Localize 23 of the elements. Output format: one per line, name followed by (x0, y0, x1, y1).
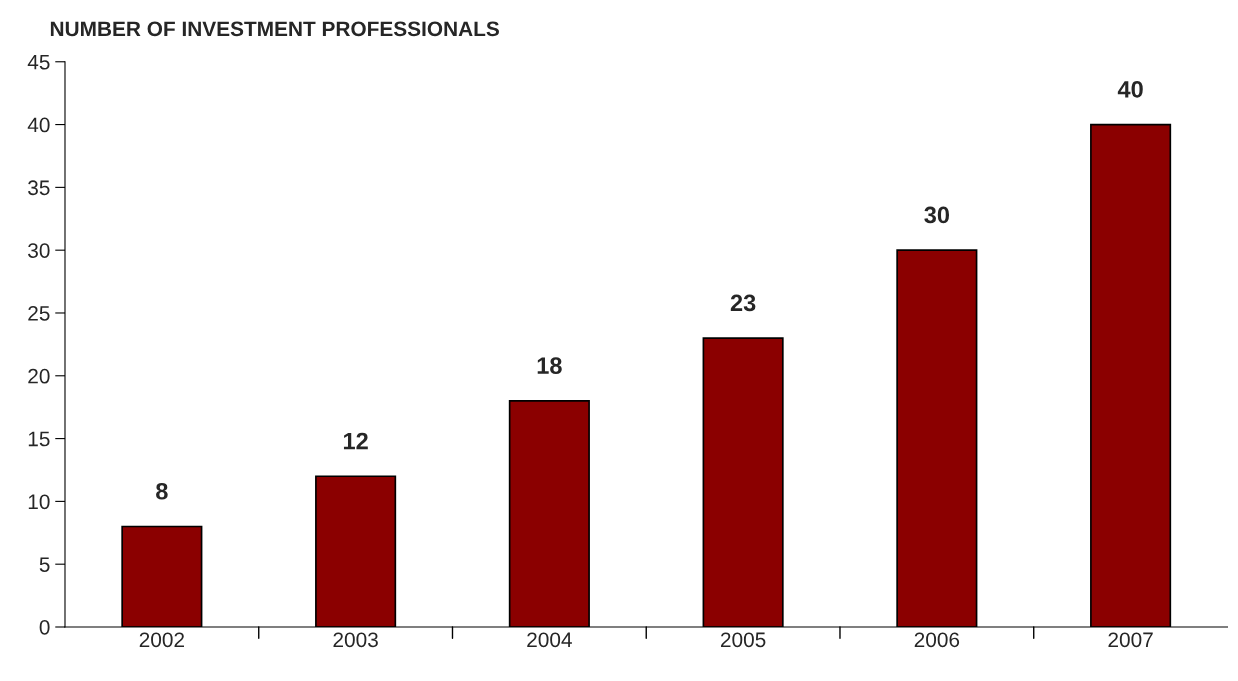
chart-title: NUMBER OF INVESTMENT PROFESSIONALS (50, 21, 499, 37)
x-tick-label: 2005 (720, 632, 766, 648)
y-tick-label: 20 (28, 368, 50, 384)
x-tick-label: 2004 (527, 632, 572, 648)
data-label: 12 (343, 432, 368, 450)
y-tick-label: 10 (28, 494, 50, 510)
y-tick-label: 35 (28, 180, 50, 196)
y-tick-label: 45 (27, 54, 50, 70)
y-tick-label: 40 (27, 117, 50, 133)
data-label: 23 (730, 294, 756, 312)
y-tick-label: 5 (39, 557, 50, 572)
data-label: 40 (1117, 80, 1143, 98)
x-tick-label: 2002 (139, 632, 184, 648)
x-tick-label: 2007 (1108, 632, 1153, 648)
data-label: 18 (537, 357, 562, 375)
data-label: 30 (924, 206, 950, 224)
y-tick-label: 25 (28, 305, 50, 321)
y-tick-label: 30 (28, 243, 50, 258)
x-tick-label: 2003 (333, 632, 378, 648)
y-tick-label: 0 (39, 620, 50, 635)
data-label: 8 (156, 482, 168, 500)
y-tick-label: 15 (28, 431, 50, 447)
x-tick-label: 2006 (914, 632, 960, 648)
